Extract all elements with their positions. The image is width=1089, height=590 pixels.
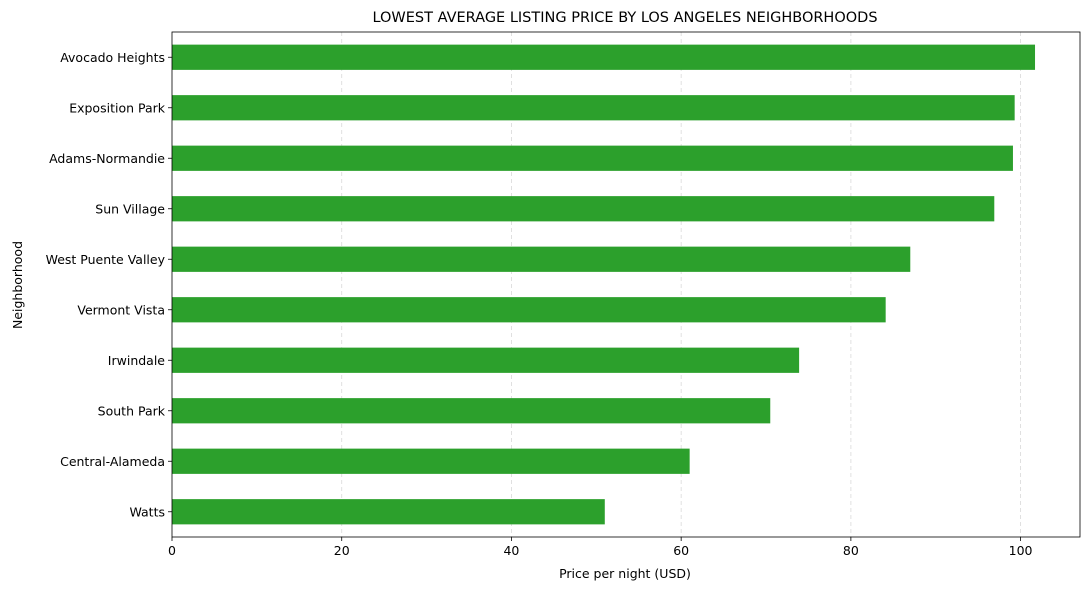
x-tick-label-60: 60 [673, 543, 689, 558]
bar-adams-normandie [172, 145, 1013, 171]
bar-west-puente-valley [172, 246, 911, 272]
x-axis-label: Price per night (USD) [559, 566, 691, 581]
bar-watts [172, 499, 605, 525]
axes [171, 31, 1081, 538]
chart-title: LOWEST AVERAGE LISTING PRICE BY LOS ANGE… [372, 10, 877, 26]
bar-south-park [172, 398, 771, 424]
y-tick-label: Exposition Park [69, 100, 166, 115]
plot-frame [171, 31, 1081, 538]
x-tick-label-100: 100 [1009, 543, 1033, 558]
x-tick-label-20: 20 [334, 543, 350, 558]
y-tick-label: Central-Alameda [60, 454, 165, 469]
bar-avocado-heights [172, 44, 1036, 70]
x-tick-label-80: 80 [843, 543, 859, 558]
y-ticks: Avocado Heights Exposition Park Adams-Norm… [46, 50, 172, 519]
x-ticks: 0 20 40 60 80 100 [168, 537, 1033, 558]
bar-irwindale [172, 347, 800, 373]
y-tick-label: Vermont Vista [77, 302, 165, 317]
bar-exposition-park [172, 95, 1015, 121]
y-tick-label: Sun Village [95, 201, 165, 216]
x-tick-label-0: 0 [168, 543, 176, 558]
y-tick-label: Adams-Normandie [49, 151, 165, 166]
bars [172, 44, 1036, 525]
bar-sun-village [172, 196, 995, 222]
y-axis-label: Neighborhood [10, 241, 25, 329]
bar-central-alameda [172, 448, 690, 474]
y-tick-label: South Park [98, 403, 166, 418]
x-tick-label-40: 40 [503, 543, 519, 558]
bar-vermont-vista [172, 297, 886, 323]
y-tick-label: West Puente Valley [46, 252, 166, 267]
y-tick-label: Irwindale [108, 353, 166, 368]
y-tick-label: Avocado Heights [60, 50, 165, 65]
y-tick-label: Watts [129, 504, 165, 519]
